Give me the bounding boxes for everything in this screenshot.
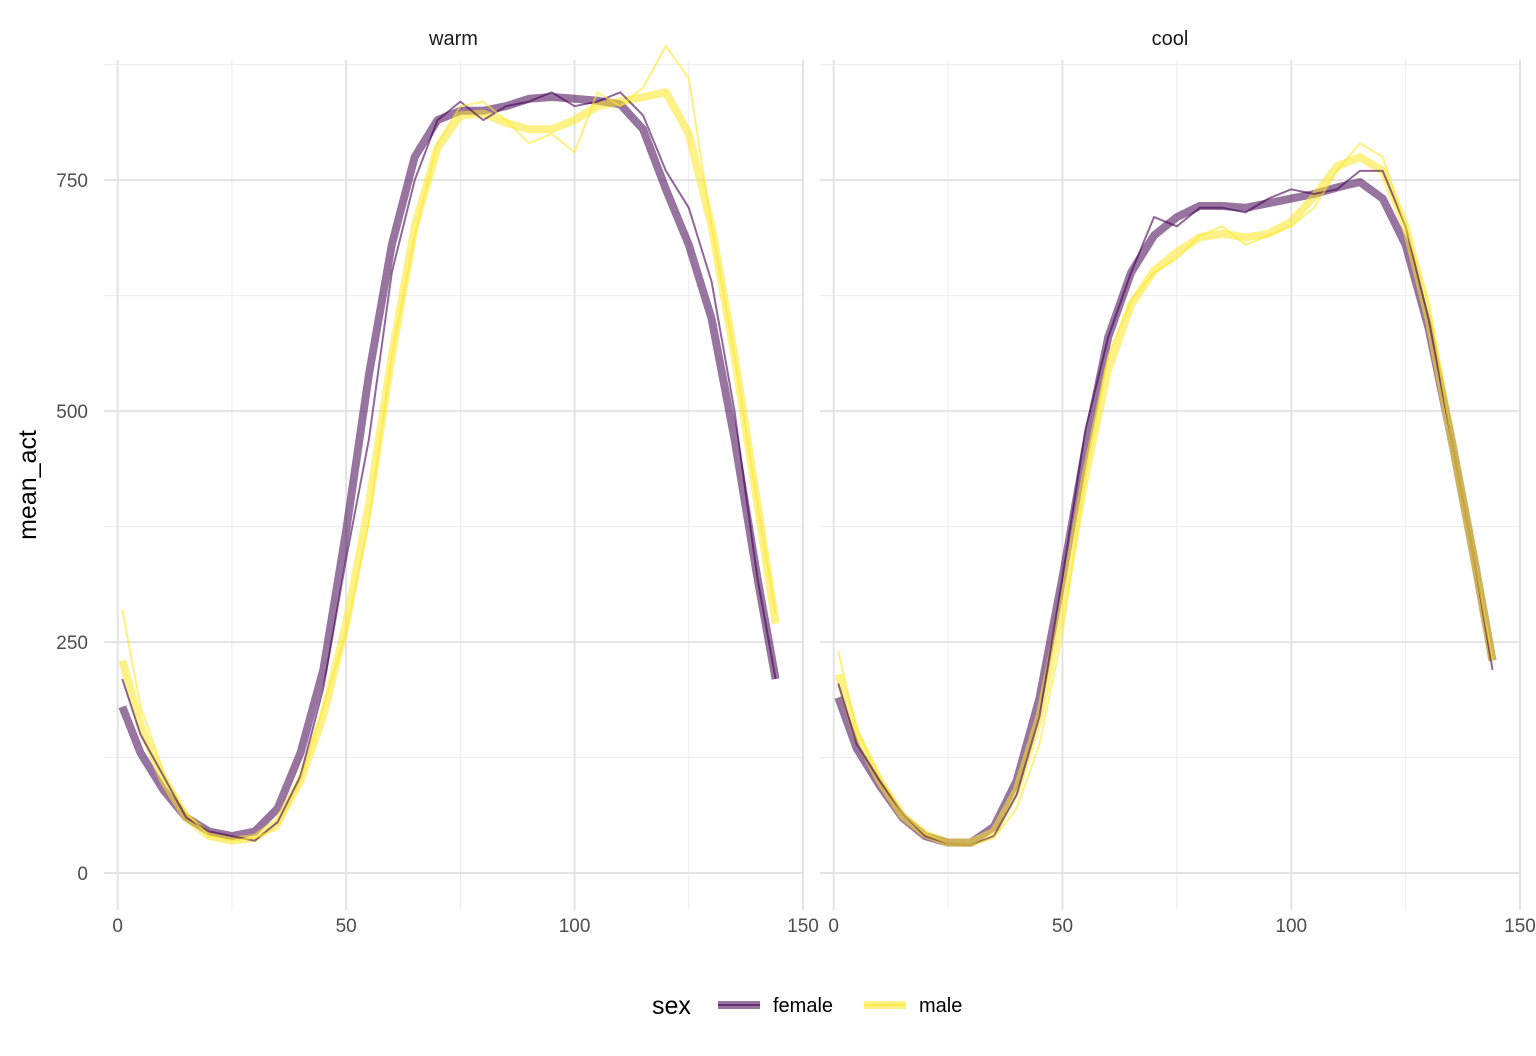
y-tick-label: 0 — [77, 864, 88, 885]
legend: sex female male — [652, 992, 962, 1020]
strip-label-warm: warm — [428, 28, 478, 50]
x-tick-label: 0 — [112, 916, 123, 937]
y-tick-label: 250 — [56, 633, 88, 654]
legend-label-female: female — [773, 995, 833, 1017]
smooth-line-male-cool — [834, 153, 1497, 847]
panel-warm: warm 0 50 100 150 0 250 500 750 — [56, 28, 819, 937]
raw-line-male-warm — [121, 45, 777, 842]
x-tick-label: 150 — [1504, 916, 1536, 937]
x-tick-label: 100 — [559, 916, 591, 937]
y-tick-label: 750 — [56, 171, 88, 192]
smooth-line-female-warm — [118, 93, 780, 841]
facet-panels: warm 0 50 100 150 0 250 500 750 cool 0 50 100 150 — [56, 28, 1536, 937]
smooth-line-female-cool — [834, 178, 1497, 847]
y-tick-label: 500 — [56, 402, 88, 423]
raw-line-female-warm — [121, 91, 777, 842]
strip-label-cool: cool — [1152, 28, 1189, 50]
x-tick-label: 50 — [336, 916, 357, 937]
x-tick-label: 0 — [828, 916, 839, 937]
x-tick-label: 50 — [1052, 916, 1073, 937]
smooth-line-male-warm — [118, 88, 780, 845]
legend-label-male: male — [919, 995, 962, 1017]
x-tick-label: 150 — [787, 916, 819, 937]
x-tick-label: 100 — [1275, 916, 1307, 937]
raw-line-female-cool — [837, 169, 1494, 847]
y-axis-title: mean_act — [14, 430, 42, 540]
panel-cool: cool 0 50 100 150 — [820, 28, 1536, 937]
legend-title: sex — [652, 992, 691, 1020]
raw-line-male-cool — [837, 142, 1494, 847]
